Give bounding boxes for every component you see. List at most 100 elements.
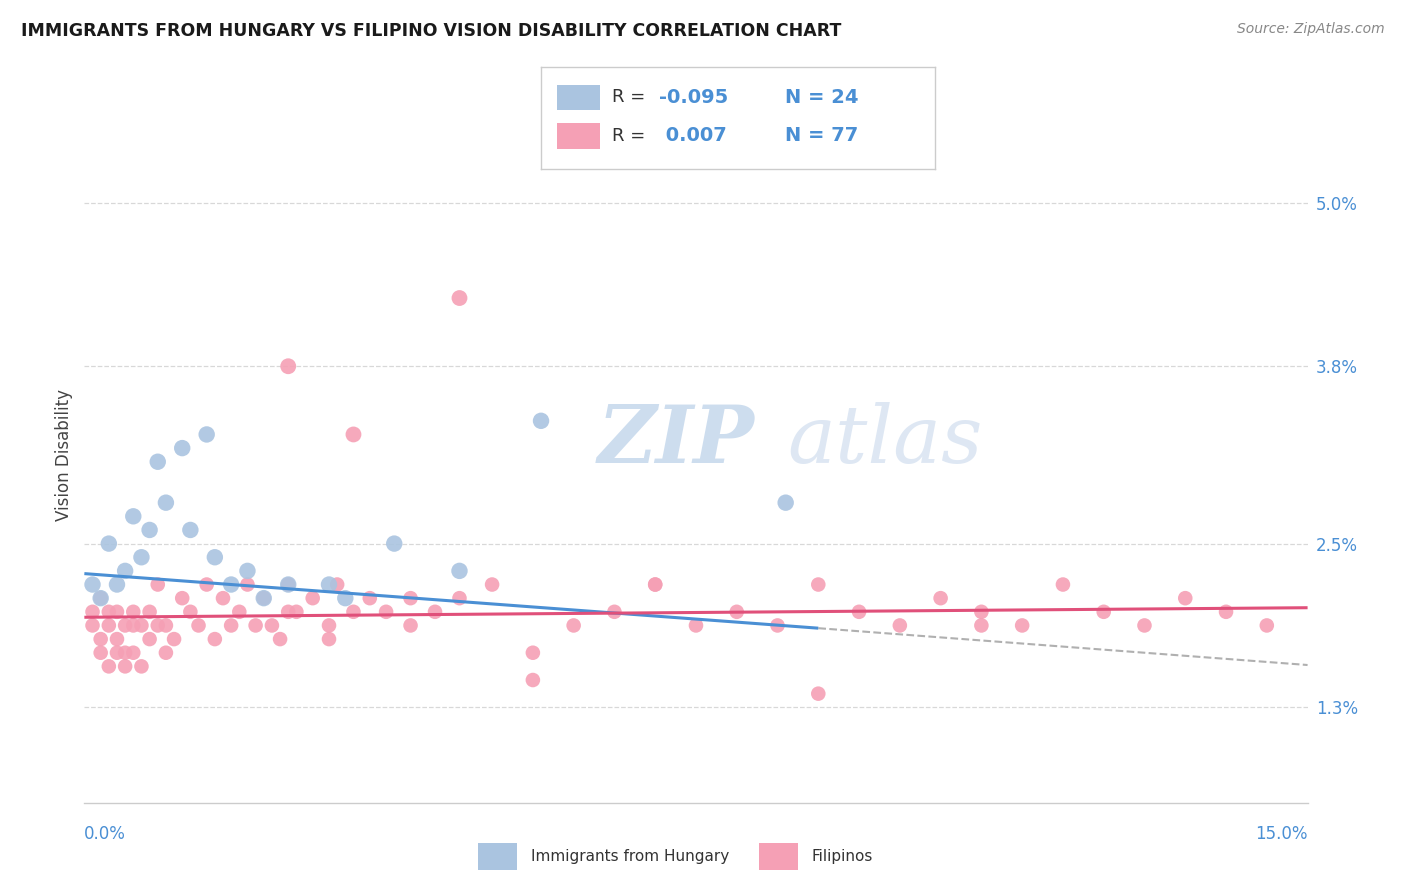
Point <box>172 441 194 455</box>
Point <box>929 591 952 606</box>
Point <box>138 605 160 619</box>
Point <box>245 618 267 632</box>
Point <box>449 591 471 606</box>
Point <box>122 605 145 619</box>
Point <box>253 591 276 606</box>
Point <box>807 577 830 591</box>
Point <box>685 618 707 632</box>
Point <box>146 577 169 591</box>
Point <box>277 605 299 619</box>
Point <box>725 605 748 619</box>
Point <box>848 605 870 619</box>
Point <box>114 564 136 578</box>
Point <box>318 577 340 591</box>
Point <box>359 591 381 606</box>
Point <box>342 427 364 442</box>
Point <box>449 564 471 578</box>
Point <box>105 605 128 619</box>
Point <box>97 605 120 619</box>
Point <box>1011 618 1033 632</box>
Point <box>97 536 120 550</box>
Point <box>318 618 340 632</box>
Point <box>97 659 120 673</box>
Point <box>1133 618 1156 632</box>
Point <box>382 536 405 550</box>
Point <box>114 618 136 632</box>
Point <box>204 632 226 646</box>
Bar <box>759 843 799 870</box>
Point <box>277 359 299 374</box>
Point <box>138 523 160 537</box>
Point <box>105 632 128 646</box>
Point <box>260 618 283 632</box>
Point <box>1215 605 1237 619</box>
Point <box>807 687 830 701</box>
Point <box>775 496 797 510</box>
Point <box>449 291 471 305</box>
Point <box>90 591 112 606</box>
Text: Source: ZipAtlas.com: Source: ZipAtlas.com <box>1237 22 1385 37</box>
Point <box>375 605 398 619</box>
Point <box>138 632 160 646</box>
Point <box>105 646 128 660</box>
Point <box>562 618 585 632</box>
Point <box>889 618 911 632</box>
Text: N = 24: N = 24 <box>786 87 859 107</box>
Point <box>277 577 299 591</box>
Point <box>219 618 242 632</box>
Text: Immigrants from Hungary: Immigrants from Hungary <box>531 849 730 864</box>
Point <box>481 577 503 591</box>
Bar <box>557 123 600 149</box>
Point <box>970 618 993 632</box>
Point <box>187 618 209 632</box>
Text: R =: R = <box>612 127 651 145</box>
Point <box>285 605 308 619</box>
Point <box>172 591 194 606</box>
Point <box>105 577 128 591</box>
Text: R =: R = <box>612 88 651 106</box>
Point <box>90 646 112 660</box>
Point <box>277 577 299 591</box>
Point <box>179 605 201 619</box>
Point <box>644 577 666 591</box>
Point <box>155 618 177 632</box>
Point <box>179 523 201 537</box>
Text: -0.095: -0.095 <box>659 87 728 107</box>
Point <box>1174 591 1197 606</box>
Point <box>97 618 120 632</box>
Point <box>644 577 666 591</box>
Point <box>204 550 226 565</box>
Point <box>90 591 112 606</box>
Text: ZIP: ZIP <box>598 402 755 480</box>
Point <box>253 591 276 606</box>
Point <box>766 618 789 632</box>
Point <box>399 591 422 606</box>
Point <box>195 427 218 442</box>
Text: N = 77: N = 77 <box>786 126 859 145</box>
Point <box>1052 577 1074 591</box>
Point <box>603 605 626 619</box>
Point <box>228 605 250 619</box>
Point <box>155 496 177 510</box>
Point <box>131 618 153 632</box>
Point <box>82 577 104 591</box>
Point <box>82 618 104 632</box>
Point <box>318 632 340 646</box>
Point <box>530 414 553 428</box>
Point <box>90 632 112 646</box>
Point <box>236 564 259 578</box>
Text: 15.0%: 15.0% <box>1256 825 1308 843</box>
Point <box>114 659 136 673</box>
Point <box>219 577 242 591</box>
Point <box>399 618 422 632</box>
Point <box>212 591 235 606</box>
Y-axis label: Vision Disability: Vision Disability <box>55 389 73 521</box>
Point <box>236 577 259 591</box>
Point <box>423 605 446 619</box>
Point <box>155 646 177 660</box>
Point <box>301 591 323 606</box>
Point <box>146 455 169 469</box>
Point <box>122 509 145 524</box>
Text: Filipinos: Filipinos <box>813 849 873 864</box>
Point <box>522 673 544 687</box>
